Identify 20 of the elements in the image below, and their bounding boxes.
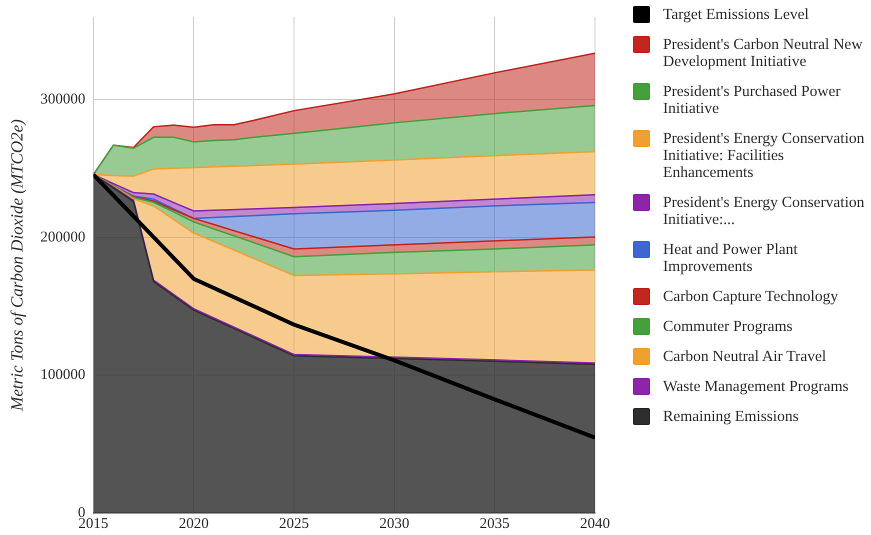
legend-label: President's Energy Conservation Initiative: Facilities Enhancements [663,130,866,181]
y-tick-label: 200000 [40,229,86,246]
y-axis-title: Metric Tons of Carbon Dioxide (MTCO2e) [8,118,27,412]
legend-label: Target Emissions Level [663,6,809,23]
legend-label: Commuter Programs [663,318,793,335]
legend-label: Heat and Power Plant Improvements [663,241,799,275]
legend-label: Carbon Neutral Air Travel [663,348,826,365]
legend-label: President's Purchased Power Initiative [663,83,842,117]
y-tick-label: 100000 [40,367,86,384]
y-tick-label: 300000 [40,92,86,108]
legend-label: Carbon Capture Technology [663,288,838,305]
legend-label: Waste Management Programs [663,378,849,395]
legend-label: President's Energy Conservation Initiative:... [663,194,866,228]
x-tick-label: 2020 [178,516,209,532]
x-tick-label: 2035 [480,516,510,532]
x-tick-label: 2030 [379,516,410,532]
x-tick-label: 2040 [580,516,610,532]
legend-label: President's Carbon Neutral New Development Initiative [663,36,864,70]
x-tick-label: 2025 [279,516,310,532]
legend-label: Remaining Emissions [663,408,799,425]
